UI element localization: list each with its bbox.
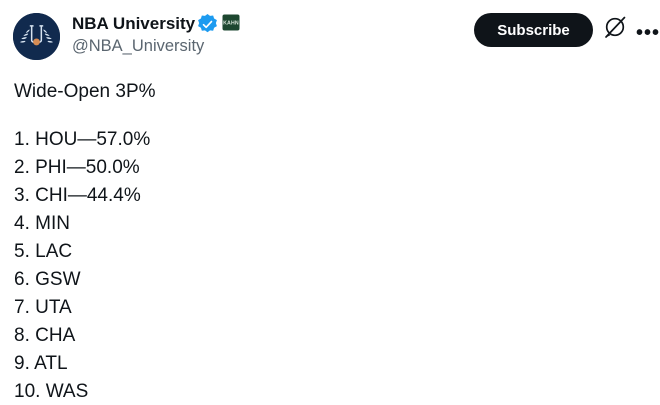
svg-text:KAHN: KAHN	[223, 21, 239, 27]
